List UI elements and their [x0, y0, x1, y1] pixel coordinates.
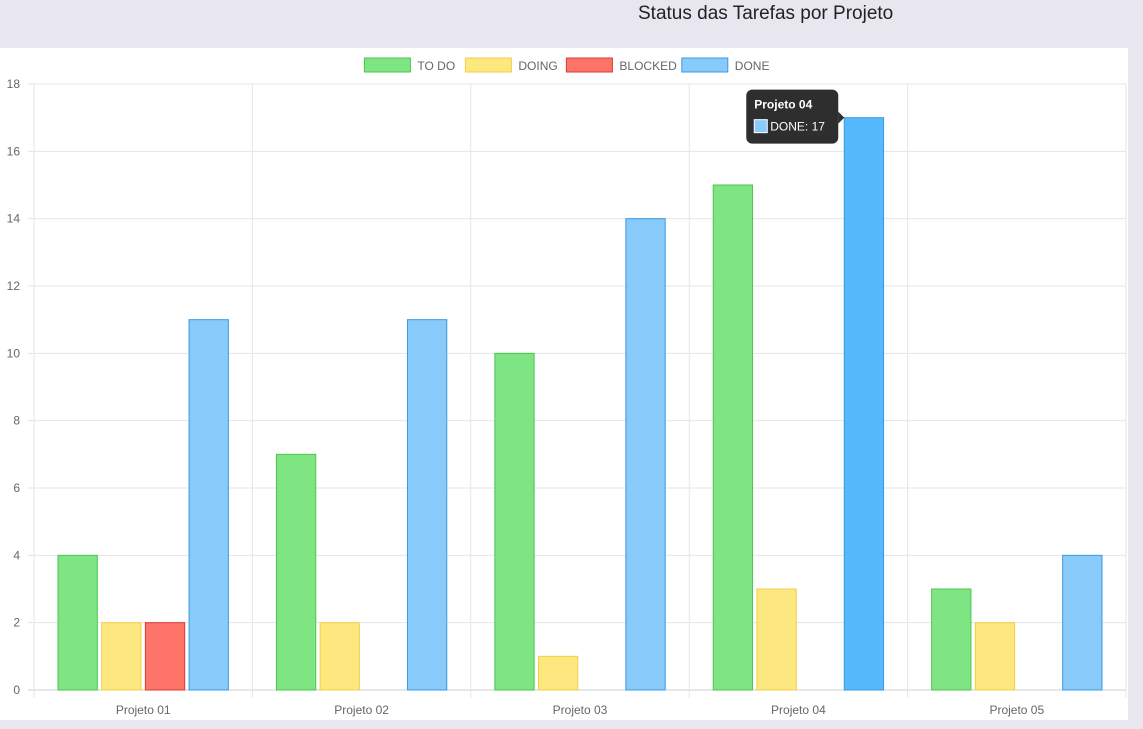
legend-swatch[interactable]: [565, 57, 613, 73]
y-tick-label: 4: [13, 548, 20, 562]
y-tick-label: 6: [13, 481, 20, 495]
legend-swatch[interactable]: [363, 57, 411, 73]
x-tick-label: Projeto 03: [553, 703, 608, 717]
bar[interactable]: [494, 352, 535, 691]
y-tick-label: 18: [7, 77, 21, 91]
y-tick-label: 14: [7, 212, 21, 226]
tooltip-arrow: [838, 111, 845, 124]
bar[interactable]: [406, 319, 448, 691]
bar[interactable]: [712, 184, 754, 691]
tooltip-title: Projeto 04: [754, 98, 812, 112]
tooltip-swatch: [753, 119, 768, 134]
bar[interactable]: [144, 622, 186, 691]
legend-swatch[interactable]: [681, 57, 729, 73]
x-tick-label: Projeto 02: [334, 703, 389, 717]
y-tick-label: 12: [7, 279, 21, 293]
bar[interactable]: [319, 622, 360, 691]
legend-swatch[interactable]: [464, 57, 512, 73]
bar[interactable]: [57, 554, 98, 691]
legend-label: TO DO: [417, 59, 455, 73]
y-tick-label: 10: [7, 346, 21, 360]
bar[interactable]: [101, 622, 142, 691]
bar[interactable]: [756, 588, 797, 691]
bar[interactable]: [843, 117, 885, 691]
y-tick-label: 0: [13, 683, 20, 697]
y-tick-label: 8: [13, 414, 20, 428]
bar[interactable]: [625, 218, 666, 691]
bar[interactable]: [974, 622, 1016, 691]
bar-chart: 0 2 4 6 8 10 12 14 16 18 Projeto 01 Projeto 02 Proje…: [7, 57, 1127, 717]
bar[interactable]: [188, 319, 229, 691]
bar[interactable]: [538, 655, 579, 691]
bar[interactable]: [275, 453, 317, 691]
chart-panel: 0 2 4 6 8 10 12 14 16 18 Projeto 01 Projeto 02 Proje…: [0, 48, 1128, 720]
page-title: Status das Tarefas por Projeto: [638, 3, 894, 24]
legend-label: DONE: [735, 59, 770, 73]
legend-label: BLOCKED: [619, 59, 677, 73]
x-tick-label: Projeto 05: [989, 703, 1044, 717]
tooltip-box: [746, 89, 839, 144]
y-tick-label: 2: [13, 616, 20, 630]
bar[interactable]: [1062, 554, 1103, 691]
x-tick-label: Projeto 04: [771, 703, 826, 717]
bar[interactable]: [931, 588, 972, 691]
y-tick-label: 16: [7, 144, 21, 158]
legend-label: DOING: [518, 59, 557, 73]
tooltip-label: DONE: 17: [770, 120, 825, 134]
x-tick-label: Projeto 01: [116, 703, 171, 717]
